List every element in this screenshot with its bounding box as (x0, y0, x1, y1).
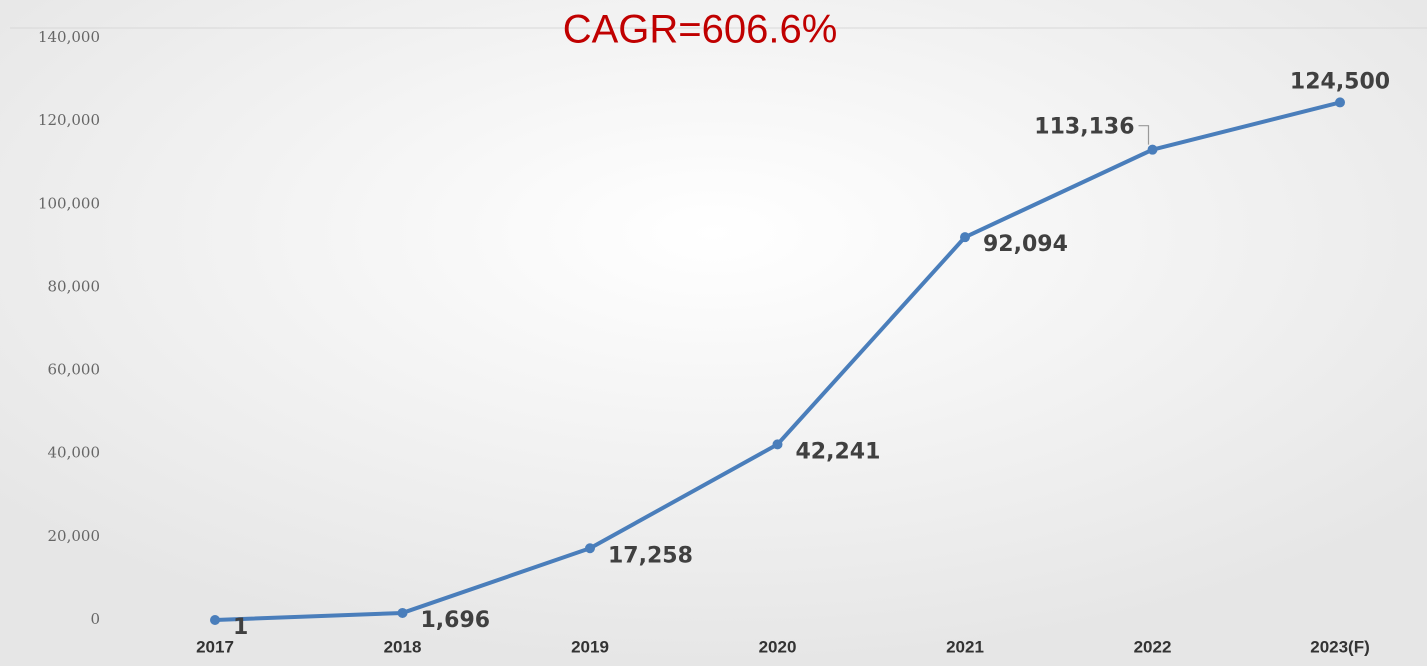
y-tick-label: 120,000 (38, 111, 100, 129)
point (397, 607, 408, 618)
x-tick-label: 2019 (571, 637, 609, 656)
x-tick-label: 2017 (196, 637, 234, 656)
y-tick-label: 0 (90, 610, 100, 628)
point (1147, 144, 1158, 155)
y-tick-label: 140,000 (38, 28, 100, 46)
leader-line (1138, 125, 1150, 145)
data-label: 92,094 (983, 232, 1068, 257)
chart-title: CAGR=606.6% (563, 8, 838, 52)
y-tick-label: 60,000 (48, 361, 101, 379)
data-label: 113,136 (1034, 115, 1134, 140)
y-tick-label: 20,000 (48, 527, 101, 545)
point (772, 439, 783, 450)
x-tick-label: 2021 (946, 637, 984, 656)
y-tick-label: 40,000 (48, 444, 101, 462)
point (585, 543, 595, 554)
y-tick-label: 100,000 (38, 194, 100, 212)
point (1335, 97, 1345, 108)
data-label: 1,696 (421, 608, 491, 633)
x-tick-label: 2020 (759, 637, 797, 656)
data-label: 124,500 (1290, 69, 1390, 94)
x-tick-label: 2023(F) (1310, 637, 1370, 656)
point (960, 232, 970, 243)
data-label: 17,258 (608, 543, 693, 568)
data-label: 1 (233, 615, 248, 640)
y-tick-label: 80,000 (48, 277, 101, 295)
point (210, 614, 220, 625)
x-tick-label: 2018 (384, 637, 422, 656)
x-tick-label: 2022 (1134, 637, 1172, 656)
data-label: 42,241 (796, 439, 881, 464)
